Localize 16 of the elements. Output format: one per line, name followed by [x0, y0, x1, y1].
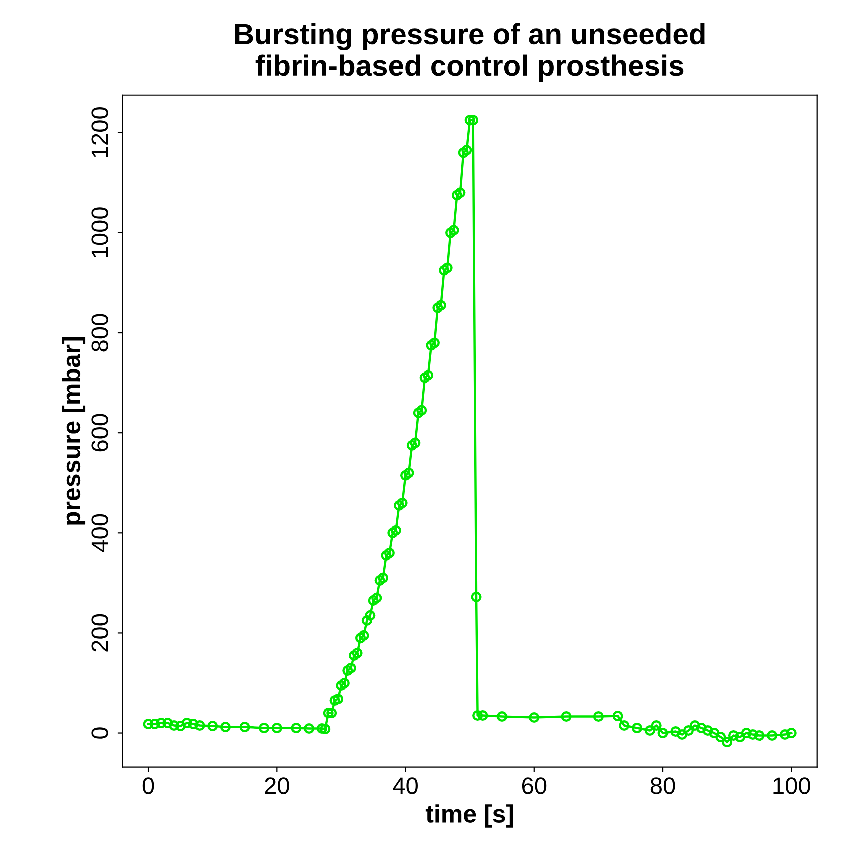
y-tick-label: 1200	[92, 108, 108, 158]
y-tick-label: 800	[92, 314, 108, 352]
x-tick-label: 60	[522, 778, 547, 794]
x-tick-label: 20	[265, 778, 290, 794]
y-tick-label: 200	[92, 614, 108, 652]
y-tick-label: 600	[92, 414, 108, 452]
y-tick-label: 1000	[92, 208, 108, 258]
x-axis-title: time [s]	[426, 804, 514, 828]
x-tick-label: 0	[142, 778, 154, 794]
y-axis-title: pressure [mbar]	[62, 338, 86, 525]
y-tick-label: 0	[92, 728, 108, 739]
chart-title: Bursting pressure of an unseeded fibrin-based control prosthesis	[235, 23, 705, 82]
y-tick-label: 400	[92, 514, 108, 552]
x-tick-label: 100	[774, 778, 810, 794]
x-tick-label: 40	[393, 778, 418, 794]
x-tick-label: 80	[650, 778, 676, 794]
